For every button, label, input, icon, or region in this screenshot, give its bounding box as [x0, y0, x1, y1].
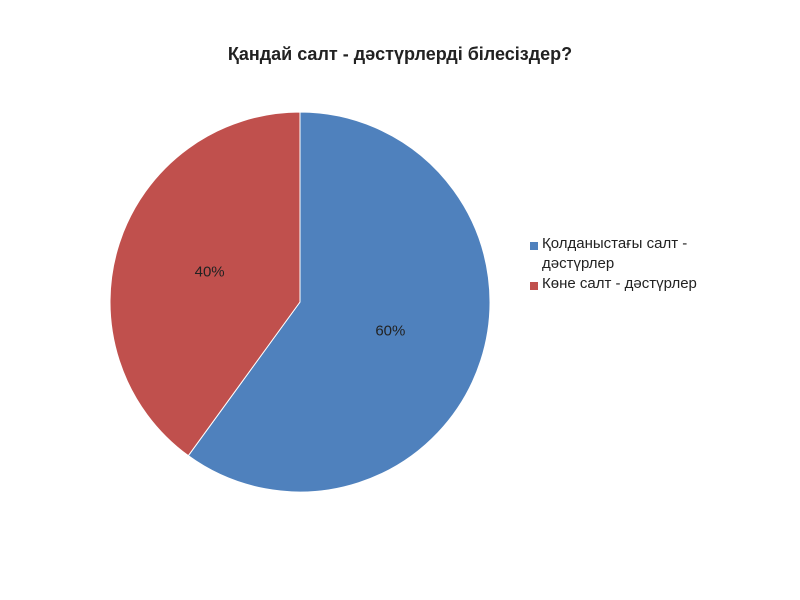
pie-slice — [187, 111, 491, 493]
legend: Қолданыстағы салт - дәстүрлер Көне салт -… — [530, 234, 730, 294]
legend-swatch — [530, 242, 538, 250]
legend-label: Көне салт - дәстүрлер — [542, 275, 697, 292]
data-label: 40% — [195, 264, 225, 281]
legend-swatch — [530, 282, 538, 290]
data-label: 60% — [375, 322, 405, 339]
legend-label: Қолданыстағы салт - дәстүрлер — [542, 235, 688, 272]
legend-item: Көне салт - дәстүрлер — [530, 274, 730, 294]
legend-item: Қолданыстағы салт - дәстүрлер — [530, 234, 730, 274]
chart-title: Қандай салт - дәстүрлерді білесіздер? — [228, 44, 572, 64]
pie-slice — [109, 111, 301, 457]
